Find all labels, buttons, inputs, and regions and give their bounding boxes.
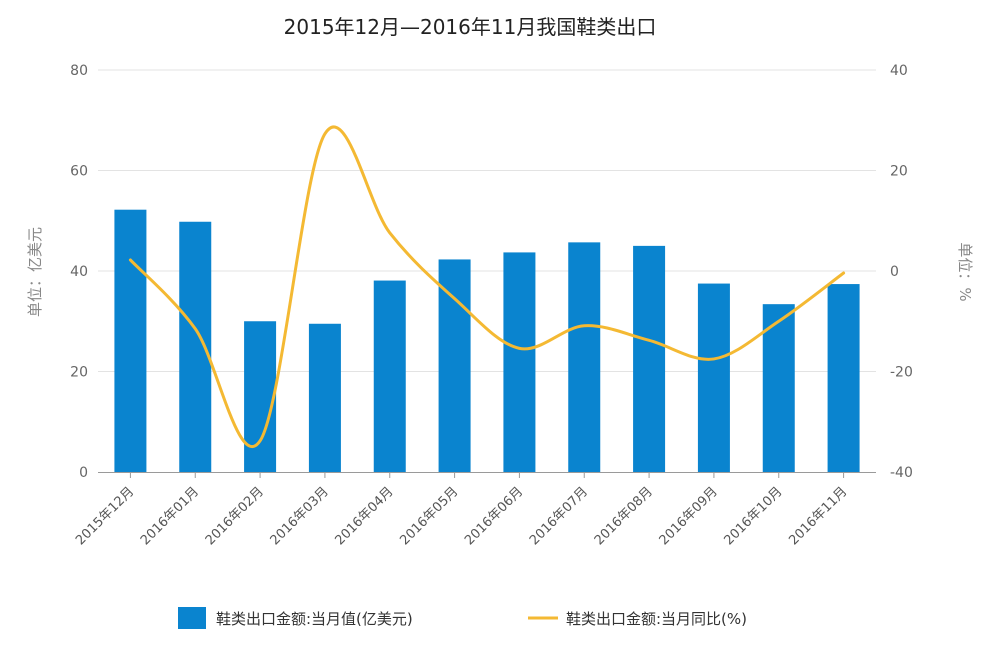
bar (503, 252, 536, 472)
bar (633, 245, 666, 472)
yoy-line (128, 125, 846, 448)
bar (762, 304, 795, 472)
right-tick-label: 40 (890, 63, 908, 79)
bar (827, 284, 860, 472)
x-tick-label: 2016年11月 (786, 484, 850, 548)
left-tick-label: 0 (79, 465, 88, 481)
x-tick-label: 2016年08月 (592, 484, 656, 548)
right-axis-ticks: -40 -20 0 20 40 (890, 63, 913, 481)
legend-bar-swatch (178, 607, 206, 629)
bar (179, 221, 212, 472)
x-tick-label: 2015年12月 (73, 484, 137, 548)
legend-bar-label: 鞋类出口金额:当月值(亿美元) (216, 610, 413, 628)
legend: 鞋类出口金额:当月值(亿美元) 鞋类出口金额:当月同比(%) (178, 607, 747, 629)
left-tick-label: 80 (70, 63, 88, 79)
left-axis-ticks: 0 20 40 60 80 (70, 63, 88, 481)
x-tick-label: 2016年02月 (203, 484, 267, 548)
left-tick-label: 40 (70, 264, 88, 280)
right-axis-title: 单位：% (956, 242, 974, 301)
x-tick-label: 2016年04月 (332, 484, 396, 548)
gridlines (98, 69, 876, 372)
right-tick-label: -40 (890, 465, 913, 481)
bar (568, 242, 601, 472)
right-tick-label: 0 (890, 264, 899, 280)
x-tick-label: 2016年07月 (527, 484, 591, 548)
x-tick-label: 2016年06月 (462, 484, 526, 548)
right-tick-label: 20 (890, 164, 908, 180)
left-tick-label: 60 (70, 164, 88, 180)
bar (438, 259, 471, 472)
x-tick-label: 2016年03月 (268, 484, 332, 548)
left-tick-label: 20 (70, 365, 88, 381)
bar-series (114, 209, 860, 472)
left-axis-title: 单位：亿美元 (26, 227, 44, 317)
x-tick-label: 2016年10月 (721, 484, 785, 548)
bar (244, 321, 277, 472)
bar (308, 323, 341, 472)
x-tick-label: 2016年01月 (138, 484, 202, 548)
bar (114, 209, 147, 472)
bar (697, 283, 730, 472)
x-tick-label: 2016年05月 (397, 484, 461, 548)
right-tick-label: -20 (890, 365, 913, 381)
x-tick-label: 2016年09月 (657, 484, 721, 548)
legend-line-label: 鞋类出口金额:当月同比(%) (566, 610, 747, 628)
x-axis-ticks: 2015年12月 2016年01月 2016年02月 2016年03月 2016年04月… (73, 472, 850, 548)
bar (373, 280, 406, 472)
chart-title: 2015年12月—2016年11月我国鞋类出口 (284, 15, 657, 39)
